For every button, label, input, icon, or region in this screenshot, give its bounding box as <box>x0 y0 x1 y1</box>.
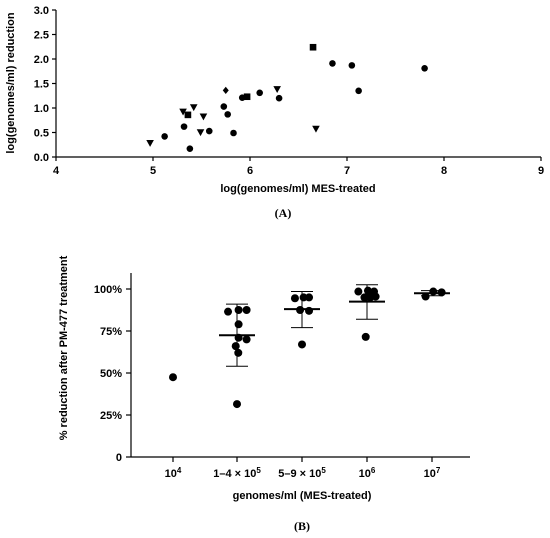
panel-a-ticks: 4 5 6 7 8 9 0.0 0.5 1.0 1.5 2.0 2.5 3.0 <box>34 5 544 177</box>
panel-b-point <box>363 286 372 295</box>
panel-b-point <box>233 400 241 409</box>
panel-b-x-tick-label: 1–4 × 105 <box>213 466 261 480</box>
panel-b-x-tick-exponent: 5 <box>321 466 326 475</box>
panel-a-point-circle <box>180 123 188 130</box>
panel-b-point <box>234 320 243 329</box>
panel-a-x-tick-label: 4 <box>53 165 60 177</box>
panel-b-point <box>360 293 369 302</box>
panel-a-point-diamond <box>222 86 229 94</box>
panel-a-point-circle <box>355 87 362 95</box>
panel-b-point <box>305 293 314 302</box>
panel-a-x-tick-label: 9 <box>538 165 544 177</box>
panel-a-point-square <box>184 111 192 119</box>
panel-a-point-circle <box>348 62 356 69</box>
panel-a-label: (A) <box>275 206 292 220</box>
panel-a-y-tick-label: 3.0 <box>34 5 49 17</box>
panel-b-x-tick-label: 104 <box>165 466 182 480</box>
panel-a-x-tick-label: 5 <box>150 165 156 177</box>
panel-a-point-circle <box>230 129 237 137</box>
panel-a-y-axis-title: log(genomes/ml) reduction <box>5 12 17 153</box>
panel-a-y-tick-label: 0.0 <box>34 152 49 164</box>
panel-b-x-tick-label: 106 <box>359 466 376 480</box>
panel-b-point <box>298 340 306 349</box>
panel-b-point <box>169 373 177 382</box>
panel-b-y-tick-label: 25% <box>100 410 122 422</box>
panel-b-data-points <box>169 284 450 409</box>
panel-a-y-tick-label: 1.5 <box>34 79 49 91</box>
panel-b-x-tick-base: 10 <box>165 468 177 480</box>
panel-b-point <box>224 307 233 316</box>
panel-a-x-tick-label: 6 <box>247 165 253 177</box>
panel-a-point-square <box>309 43 317 51</box>
panel-b-dot-plot: 025%50%75%100%104 1–4 × 105 5–9 × 105 106 10… <box>58 255 470 533</box>
panel-b-ticks: 025%50%75%100%104 1–4 × 105 5–9 × 105 106 10… <box>94 284 441 480</box>
panel-b-x-tick-base: 10 <box>359 468 371 480</box>
panel-b-x-tick-exponent: 5 <box>256 466 261 475</box>
panel-b-x-tick-exponent: 6 <box>371 466 376 475</box>
panel-a-scatter-chart: 4 5 6 7 8 9 0.0 0.5 1.0 1.5 2.0 2.5 3.0 log(genomes/… <box>5 5 544 220</box>
panel-a-point-triangle-down <box>146 139 154 147</box>
panel-a-point-circle <box>205 127 213 135</box>
panel-a-x-tick-label: 7 <box>344 165 350 177</box>
panel-b-x-tick-base: 5–9 × 10 <box>278 468 321 480</box>
panel-a-point-circle <box>224 111 231 118</box>
panel-a-x-tick-label: 8 <box>441 165 447 177</box>
panel-b-x-tick-label: 107 <box>424 466 441 480</box>
panel-a-point-triangle-down <box>273 86 281 93</box>
panel-a-point-circle <box>329 60 336 67</box>
panel-b-point <box>421 292 430 301</box>
panel-b-y-axis-title: % reduction after PM-477 treatment <box>58 255 70 440</box>
panel-a-point-circle <box>220 103 228 110</box>
panel-a-point-triangle-down <box>189 104 198 112</box>
panel-b-point <box>242 335 251 344</box>
panel-a-y-tick-label: 0.5 <box>34 128 49 140</box>
panel-a-point-triangle-down <box>199 113 208 121</box>
panel-b-x-tick-base: 10 <box>424 468 436 480</box>
panel-a-y-tick-label: 2.0 <box>34 54 49 66</box>
panel-b-point <box>290 294 299 303</box>
panel-b-y-tick-label: 50% <box>100 368 122 380</box>
panel-a-point-circle <box>186 145 194 152</box>
panel-b-point <box>361 332 370 341</box>
panel-b-x-tick-label: 5–9 × 105 <box>278 466 326 480</box>
panel-a-x-axis-title: log(genomes/ml) MES-treated <box>220 183 375 195</box>
panel-b-point <box>231 342 240 351</box>
panel-b-x-tick-exponent: 7 <box>436 466 441 475</box>
panel-b-x-tick-exponent: 4 <box>177 466 182 475</box>
panel-b-x-axis-title: genomes/ml (MES-treated) <box>233 490 372 502</box>
panel-b-point <box>437 288 446 297</box>
panel-b-point <box>296 306 305 314</box>
panel-b-y-tick-label: 100% <box>94 284 122 296</box>
panel-b-point <box>234 306 243 314</box>
panel-a-point-circle <box>256 89 264 97</box>
panel-b-point <box>242 306 251 314</box>
panel-b-point <box>371 292 380 301</box>
panel-b-point <box>305 306 314 315</box>
panel-a-y-tick-label: 1.0 <box>34 103 49 115</box>
panel-b-point <box>234 348 243 357</box>
panel-b-point <box>429 287 438 296</box>
panel-a-point-circle <box>275 94 283 102</box>
panel-a-point-circle <box>161 133 168 140</box>
panel-b-point <box>354 287 363 296</box>
panel-a-point-triangle-down <box>179 108 187 116</box>
panel-b-point <box>234 333 243 342</box>
panel-b-y-tick-label: 75% <box>100 326 122 338</box>
panel-b-y-tick-label: 0 <box>116 452 122 464</box>
panel-b-x-tick-base: 1–4 × 10 <box>213 468 256 480</box>
panel-a-point-triangle-down <box>196 129 205 137</box>
panel-a-point-circle <box>421 65 428 72</box>
panel-a-y-tick-label: 2.5 <box>34 30 49 42</box>
panel-b-label: (B) <box>294 519 310 533</box>
panel-a-point-square <box>243 93 251 101</box>
panel-a-data-points <box>146 43 428 152</box>
panel-a-point-triangle-down <box>312 125 320 133</box>
